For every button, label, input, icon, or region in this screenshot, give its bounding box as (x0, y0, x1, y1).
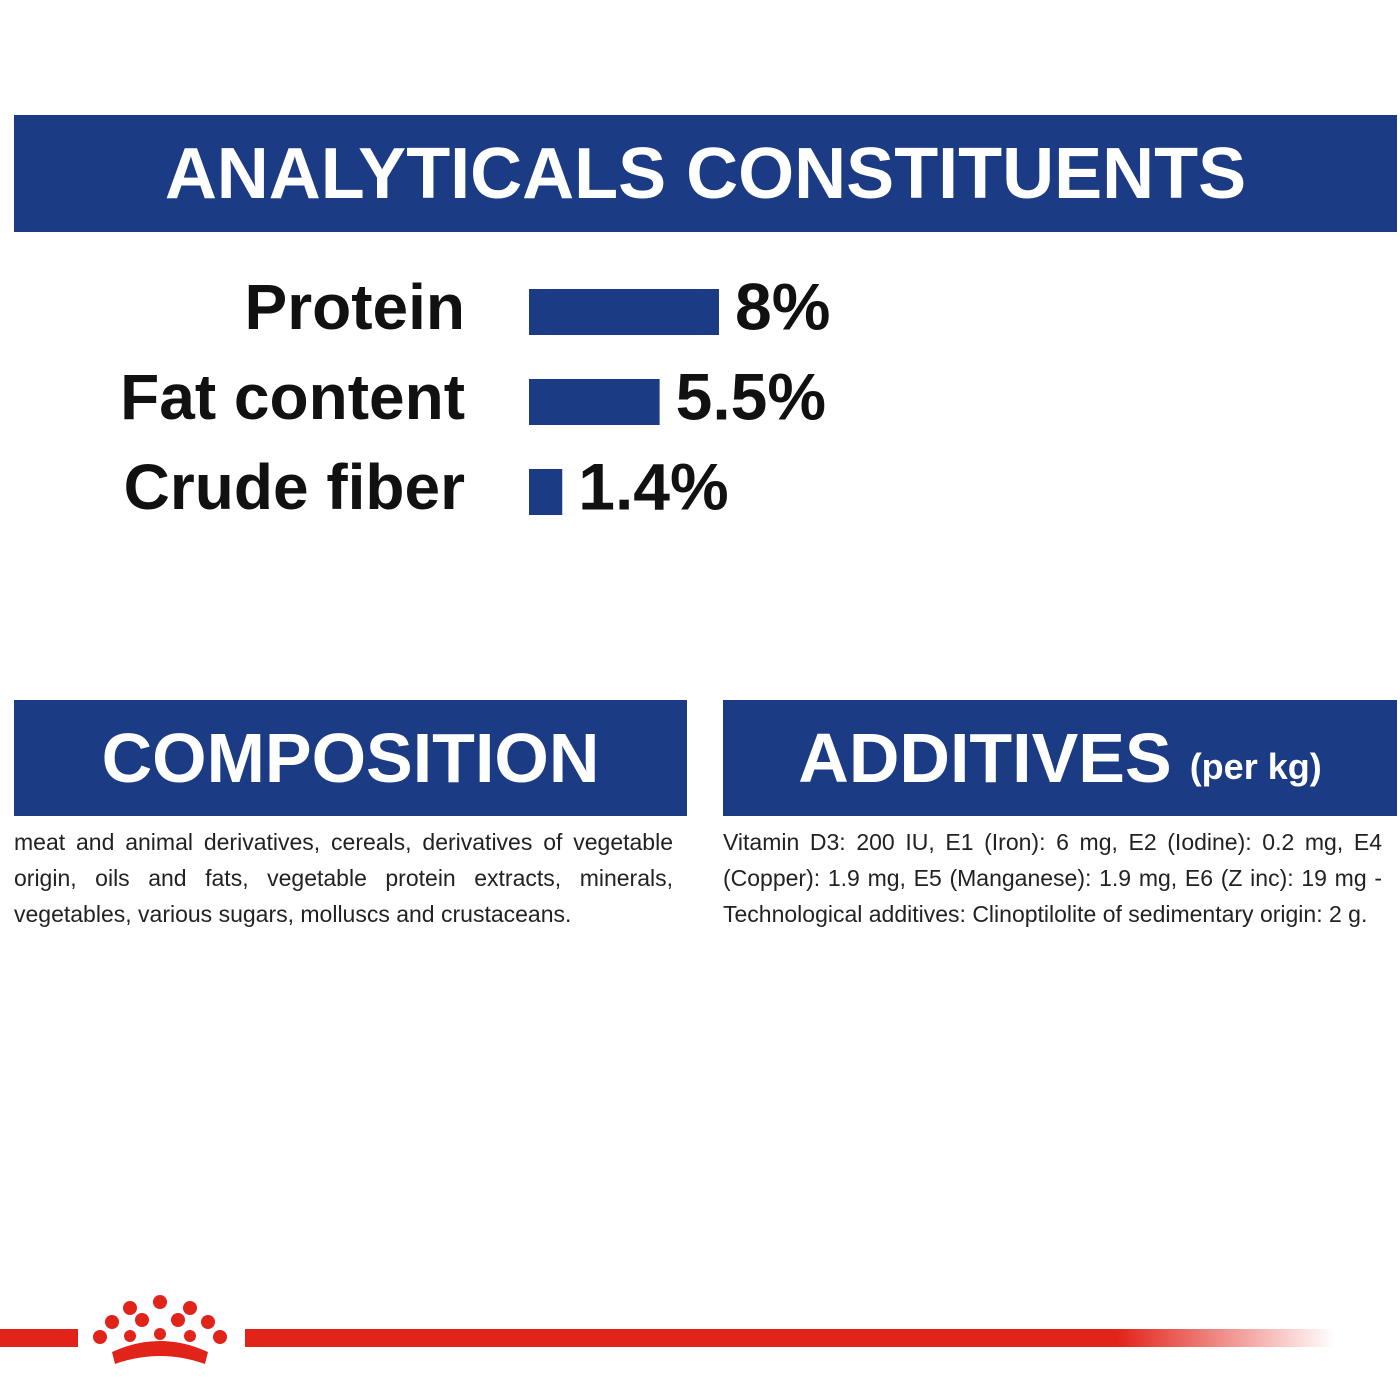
value-label: 8% (735, 269, 830, 343)
additives-title: ADDITIVES (798, 719, 1172, 797)
category-label: Fat content (120, 361, 465, 433)
crown-logo (93, 1295, 227, 1364)
value-label: 5.5% (676, 359, 826, 433)
additives-band: ADDITIVES (per kg) (723, 700, 1397, 816)
composition-text: meat and animal derivatives, cereals, de… (14, 829, 673, 927)
brand-footer (0, 1295, 1335, 1364)
bar (529, 289, 719, 335)
bar (529, 379, 660, 425)
bar (529, 469, 563, 515)
category-label: Protein (245, 271, 465, 343)
composition-title: COMPOSITION (101, 719, 600, 797)
value-label: 1.4% (578, 449, 728, 523)
additives-unit: (per kg) (1189, 746, 1322, 787)
red-line (245, 1329, 1335, 1347)
composition-band: COMPOSITION (14, 700, 687, 816)
additives-text: Vitamin D3: 200 IU, E1 (Iron): 6 mg, E2 … (723, 829, 1382, 927)
red-line (0, 1329, 78, 1347)
title-band: ANALYTICALS CONSTITUENTS (14, 115, 1397, 232)
chart: Protein 8% Fat content 5.5% Crude fiber 1.4% (120, 269, 830, 523)
category-label: Crude fiber (124, 451, 465, 523)
chart-title: ANALYTICALS CONSTITUENTS (164, 133, 1247, 214)
